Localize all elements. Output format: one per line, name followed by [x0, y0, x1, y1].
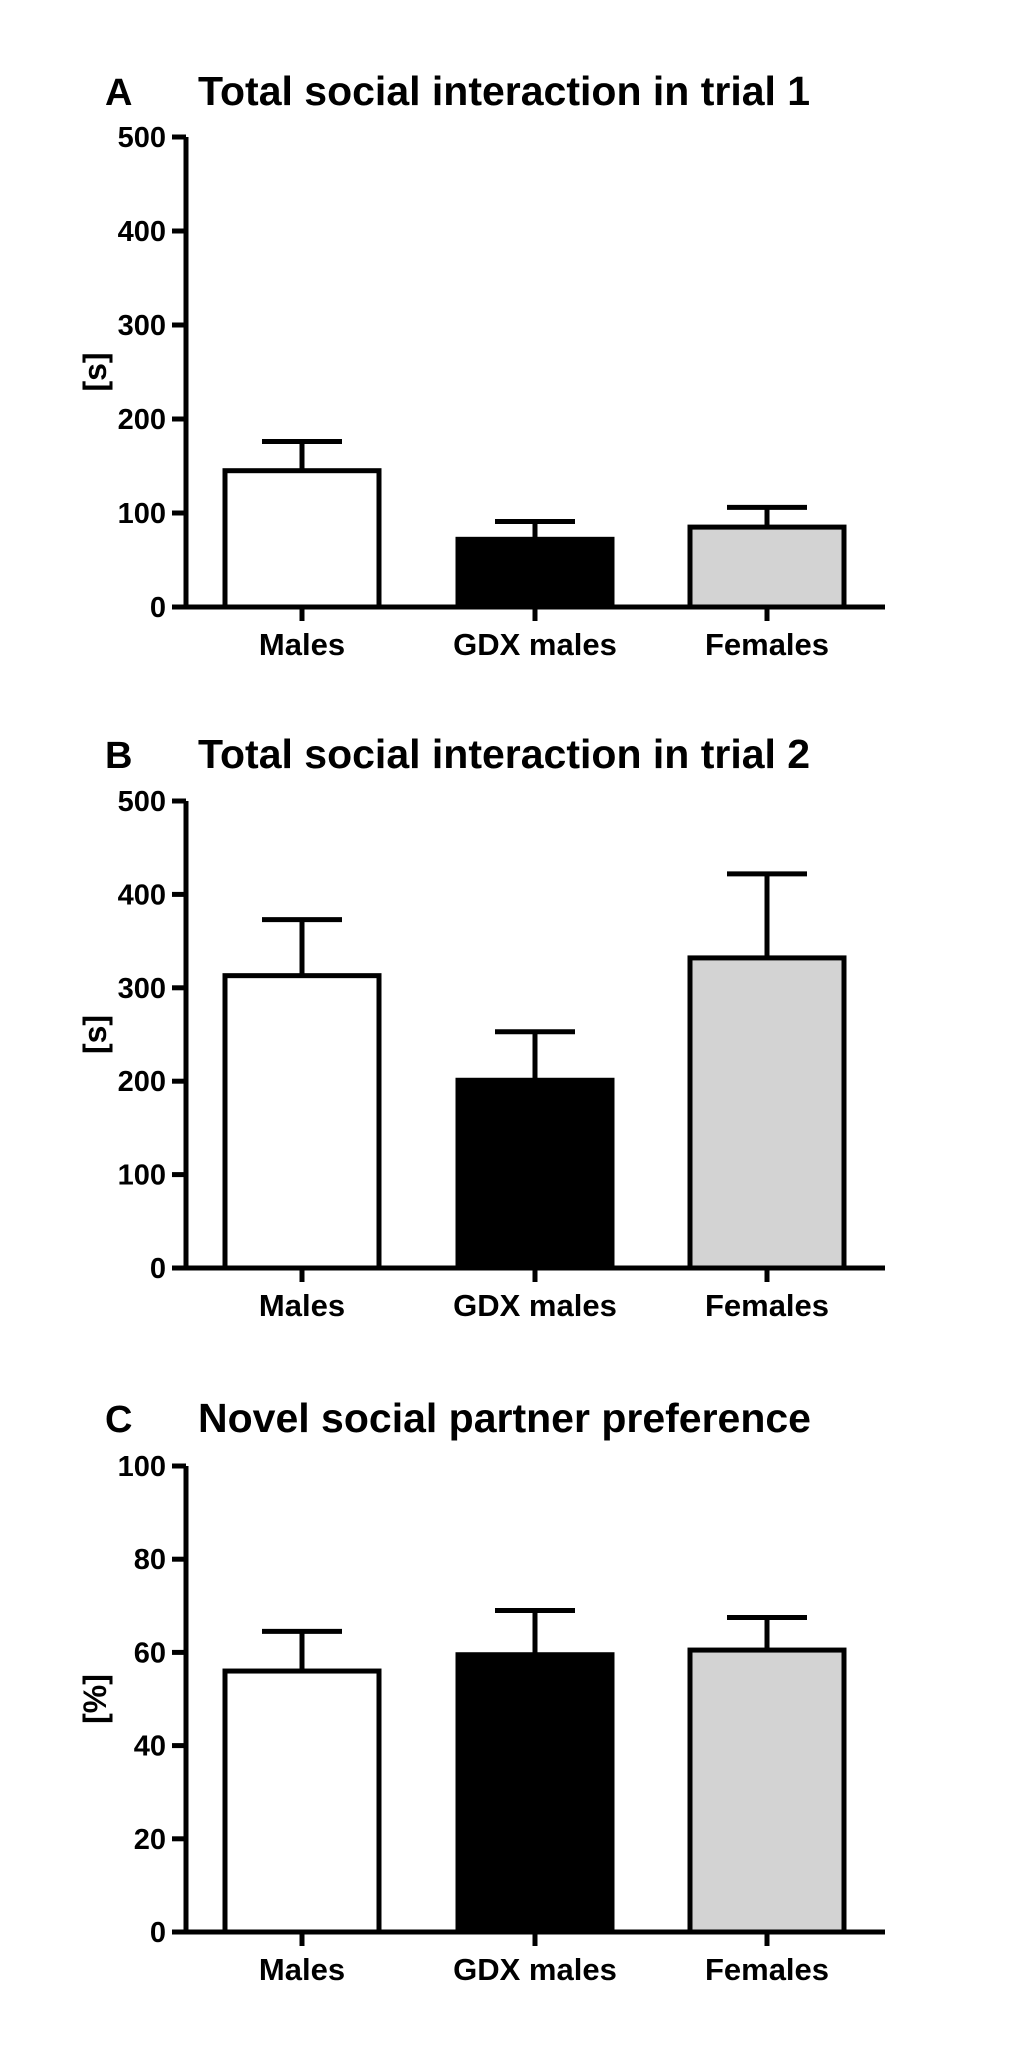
x-category-label: Females: [705, 1952, 829, 1987]
bar-males: [222, 973, 382, 1271]
error-bar: [495, 1029, 575, 1081]
y-tick-label: 200: [118, 404, 166, 436]
error-bar: [727, 871, 807, 958]
y-tick-label: 100: [118, 498, 166, 530]
y-tick-label: 0: [150, 1917, 166, 1949]
bar-males: [222, 468, 382, 610]
bar-females: [687, 524, 847, 610]
bar-gdx-males: [455, 1652, 615, 1935]
error-bar: [495, 1607, 575, 1655]
x-category-label: Males: [259, 627, 345, 662]
chart-title: Novel social partner preference: [198, 1395, 811, 1441]
error-bar: [727, 504, 807, 528]
x-category-label: Males: [259, 1288, 345, 1323]
y-tick-label: 100: [118, 1160, 166, 1192]
panel-letter: C: [105, 1399, 132, 1441]
y-axis-label: [%]: [77, 1674, 113, 1724]
error-bar: [262, 439, 342, 471]
bar-females: [687, 1647, 847, 1935]
bar-males: [222, 1668, 382, 1935]
y-tick-label: 400: [118, 216, 166, 248]
error-bar: [262, 1628, 342, 1672]
x-category-label: GDX males: [453, 1952, 617, 1987]
chart-title: Total social interaction in trial 1: [198, 68, 810, 114]
y-tick-label: 100: [118, 1451, 166, 1483]
error-bar: [495, 518, 575, 540]
chart-panel-a: A Total social interaction in trial 1 [s] 0…: [77, 68, 885, 662]
panel-letter: B: [105, 735, 132, 777]
x-category-label: Males: [259, 1952, 345, 1987]
y-tick-label: 400: [118, 879, 166, 911]
chart-panel-c: C Novel social partner preference [%] 0 20 40…: [77, 1395, 885, 1987]
bar-gdx-males: [455, 1077, 615, 1271]
y-tick-label: 200: [118, 1066, 166, 1098]
y-axis-label: [s]: [77, 1015, 113, 1054]
error-bar: [262, 917, 342, 976]
y-tick-label: 500: [118, 122, 166, 154]
x-category-label: GDX males: [453, 1288, 617, 1323]
y-tick-label: 300: [118, 973, 166, 1005]
x-category-label: Females: [705, 1288, 829, 1323]
x-category-label: Females: [705, 627, 829, 662]
bar-gdx-males: [455, 536, 615, 610]
y-tick-label: 300: [118, 310, 166, 342]
y-axis-label: [s]: [77, 352, 113, 391]
chart-title: Total social interaction in trial 2: [198, 731, 810, 777]
error-bar: [727, 1614, 807, 1651]
y-tick-label: 500: [118, 786, 166, 818]
bar-females: [687, 955, 847, 1271]
panel-letter: A: [105, 72, 132, 114]
y-tick-label: 20: [134, 1824, 166, 1856]
y-tick-label: 60: [134, 1637, 166, 1669]
chart-panel-b: B Total social interaction in trial 2 [s] 0…: [77, 731, 885, 1323]
y-tick-label: 0: [150, 1253, 166, 1285]
y-tick-label: 80: [134, 1544, 166, 1576]
x-category-label: GDX males: [453, 627, 617, 662]
y-tick-label: 40: [134, 1731, 166, 1763]
y-tick-label: 0: [150, 592, 166, 624]
